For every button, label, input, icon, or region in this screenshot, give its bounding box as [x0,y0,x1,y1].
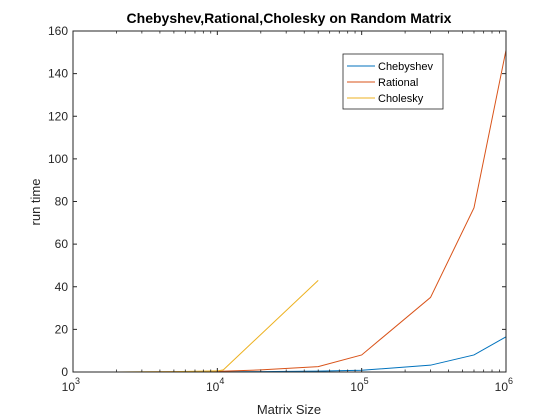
y-tick-label: 160 [48,24,68,38]
y-tick-label: 80 [55,195,69,209]
y-tick-label: 20 [55,322,69,336]
y-tick-label: 60 [55,237,69,251]
x-tick-exponent: 4 [219,376,224,386]
y-tick-label: 140 [48,67,68,81]
x-tick-base: 10 [495,380,509,394]
y-tick-label: 0 [61,365,68,379]
x-tick-exponent: 5 [364,376,369,386]
legend-label-cholesky: Cholesky [378,93,424,105]
legend: Chebyshev Rational Cholesky [342,53,444,110]
legend-label-chebyshev: Chebyshev [378,61,434,73]
x-axis-label: Matrix Size [257,402,321,417]
x-tick-label: 10 4 [206,376,224,394]
y-axis-label: run time [28,179,43,226]
legend-label-rational: Rational [378,77,418,89]
x-tick-exponent: 6 [508,376,513,386]
x-tick-label: 10 6 [495,376,513,394]
x-tick-label: 10 3 [62,376,80,394]
x-tick-exponent: 3 [75,376,80,386]
x-tick-base: 10 [206,380,220,394]
y-tick-label: 120 [48,109,68,123]
y-tick-label: 100 [48,152,68,166]
y-tick-label: 40 [55,280,69,294]
x-tick-base: 10 [62,380,76,394]
chart-title: Chebyshev,Rational,Cholesky on Random Ma… [127,10,452,26]
x-tick-base: 10 [350,380,364,394]
x-tick-label: 10 5 [350,376,368,394]
